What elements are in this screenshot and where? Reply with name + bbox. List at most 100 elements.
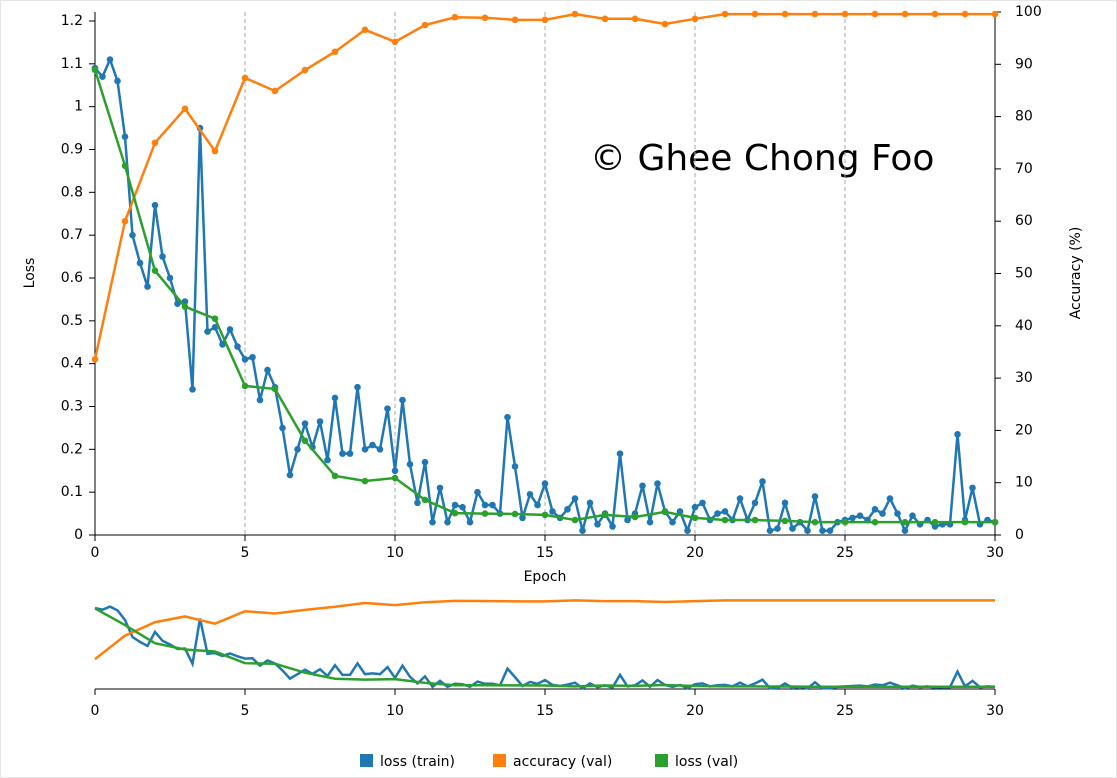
y-axis-label: Loss [22, 258, 38, 289]
y-tick-label: 0.6 [61, 270, 83, 286]
data-point [421, 458, 429, 466]
data-point [571, 10, 579, 18]
data-point [151, 201, 159, 209]
data-point [361, 446, 369, 453]
data-point [241, 382, 249, 390]
data-point [241, 74, 249, 82]
y-tick-label: 1.2 [61, 13, 83, 29]
data-point [759, 478, 766, 485]
data-point [181, 105, 189, 113]
data-point [316, 418, 324, 425]
y-tick-label: 0 [74, 527, 83, 543]
data-point [474, 488, 481, 496]
x-tick-label: 25 [836, 545, 854, 561]
data-point [811, 518, 819, 526]
overview-x-tick-label: 5 [241, 703, 250, 719]
data-point [609, 523, 616, 530]
x-tick-label: 0 [91, 545, 100, 561]
data-point [331, 394, 339, 402]
data-point [391, 467, 399, 475]
y2-tick-label: 60 [1015, 213, 1033, 229]
data-point [144, 283, 151, 290]
data-point [811, 10, 819, 18]
data-point [174, 300, 181, 308]
data-point [451, 509, 459, 517]
data-point [871, 506, 879, 513]
data-point [699, 499, 706, 507]
data-point [339, 450, 346, 457]
y-tick-label: 0.8 [61, 184, 83, 200]
data-point [331, 472, 339, 480]
data-point [564, 506, 571, 513]
data-point [909, 512, 916, 520]
data-point [751, 10, 759, 18]
data-point [894, 510, 901, 517]
y2-tick-label: 30 [1015, 370, 1033, 386]
data-point [429, 518, 436, 526]
data-point [526, 491, 534, 498]
y2-axis-label: Accuracy (%) [1068, 227, 1084, 320]
data-point [871, 10, 879, 18]
data-point [849, 514, 856, 522]
data-point [969, 484, 976, 492]
overview-line [94, 599, 995, 661]
data-point [466, 518, 474, 526]
y-tick-label: 0.4 [61, 356, 83, 372]
data-point [751, 499, 759, 507]
data-point [549, 508, 556, 515]
data-point [136, 259, 144, 267]
data-point [399, 396, 406, 404]
y2-tick-label: 50 [1015, 266, 1033, 282]
data-point [646, 518, 654, 526]
data-point [421, 496, 429, 504]
legend-swatch [360, 754, 373, 767]
x-tick-label: 20 [686, 545, 704, 561]
y2-tick-label: 20 [1015, 422, 1033, 438]
data-point [624, 516, 631, 524]
data-point [91, 66, 99, 74]
data-point [444, 518, 451, 526]
data-point [534, 501, 541, 509]
data-point [481, 501, 489, 509]
legend-label: loss (train) [380, 754, 455, 770]
data-point [376, 446, 384, 453]
data-point [211, 315, 219, 322]
y-tick-label: 1.1 [61, 56, 83, 72]
data-point [961, 518, 969, 526]
data-point [271, 385, 279, 393]
data-point [504, 413, 511, 421]
data-point [204, 328, 211, 335]
data-point [264, 366, 271, 374]
overview-line [94, 607, 995, 689]
data-point [541, 511, 549, 519]
y2-tick-label: 70 [1015, 161, 1033, 177]
data-point [654, 480, 661, 487]
overview-x-tick-label: 10 [386, 703, 404, 719]
y2-tick-label: 100 [1015, 4, 1042, 20]
y-tick-label: 1 [74, 99, 83, 115]
data-point [459, 503, 466, 511]
data-point [931, 518, 939, 526]
x-tick-label: 30 [986, 545, 1004, 561]
data-point [489, 501, 496, 509]
data-point [121, 133, 129, 140]
data-point [106, 56, 114, 63]
legend-label: accuracy (val) [513, 754, 612, 770]
data-point [871, 518, 879, 526]
y2-tick-label: 40 [1015, 318, 1033, 334]
data-point [841, 10, 849, 18]
data-point [781, 10, 789, 18]
data-point [804, 527, 811, 535]
data-point [331, 48, 339, 56]
legend-label: loss (val) [675, 754, 738, 770]
data-point [901, 518, 909, 526]
data-point [639, 482, 646, 490]
data-point [601, 15, 609, 23]
y-tick-label: 0.5 [61, 313, 83, 329]
data-point [481, 510, 489, 517]
data-point [789, 525, 796, 532]
data-point [121, 162, 129, 170]
